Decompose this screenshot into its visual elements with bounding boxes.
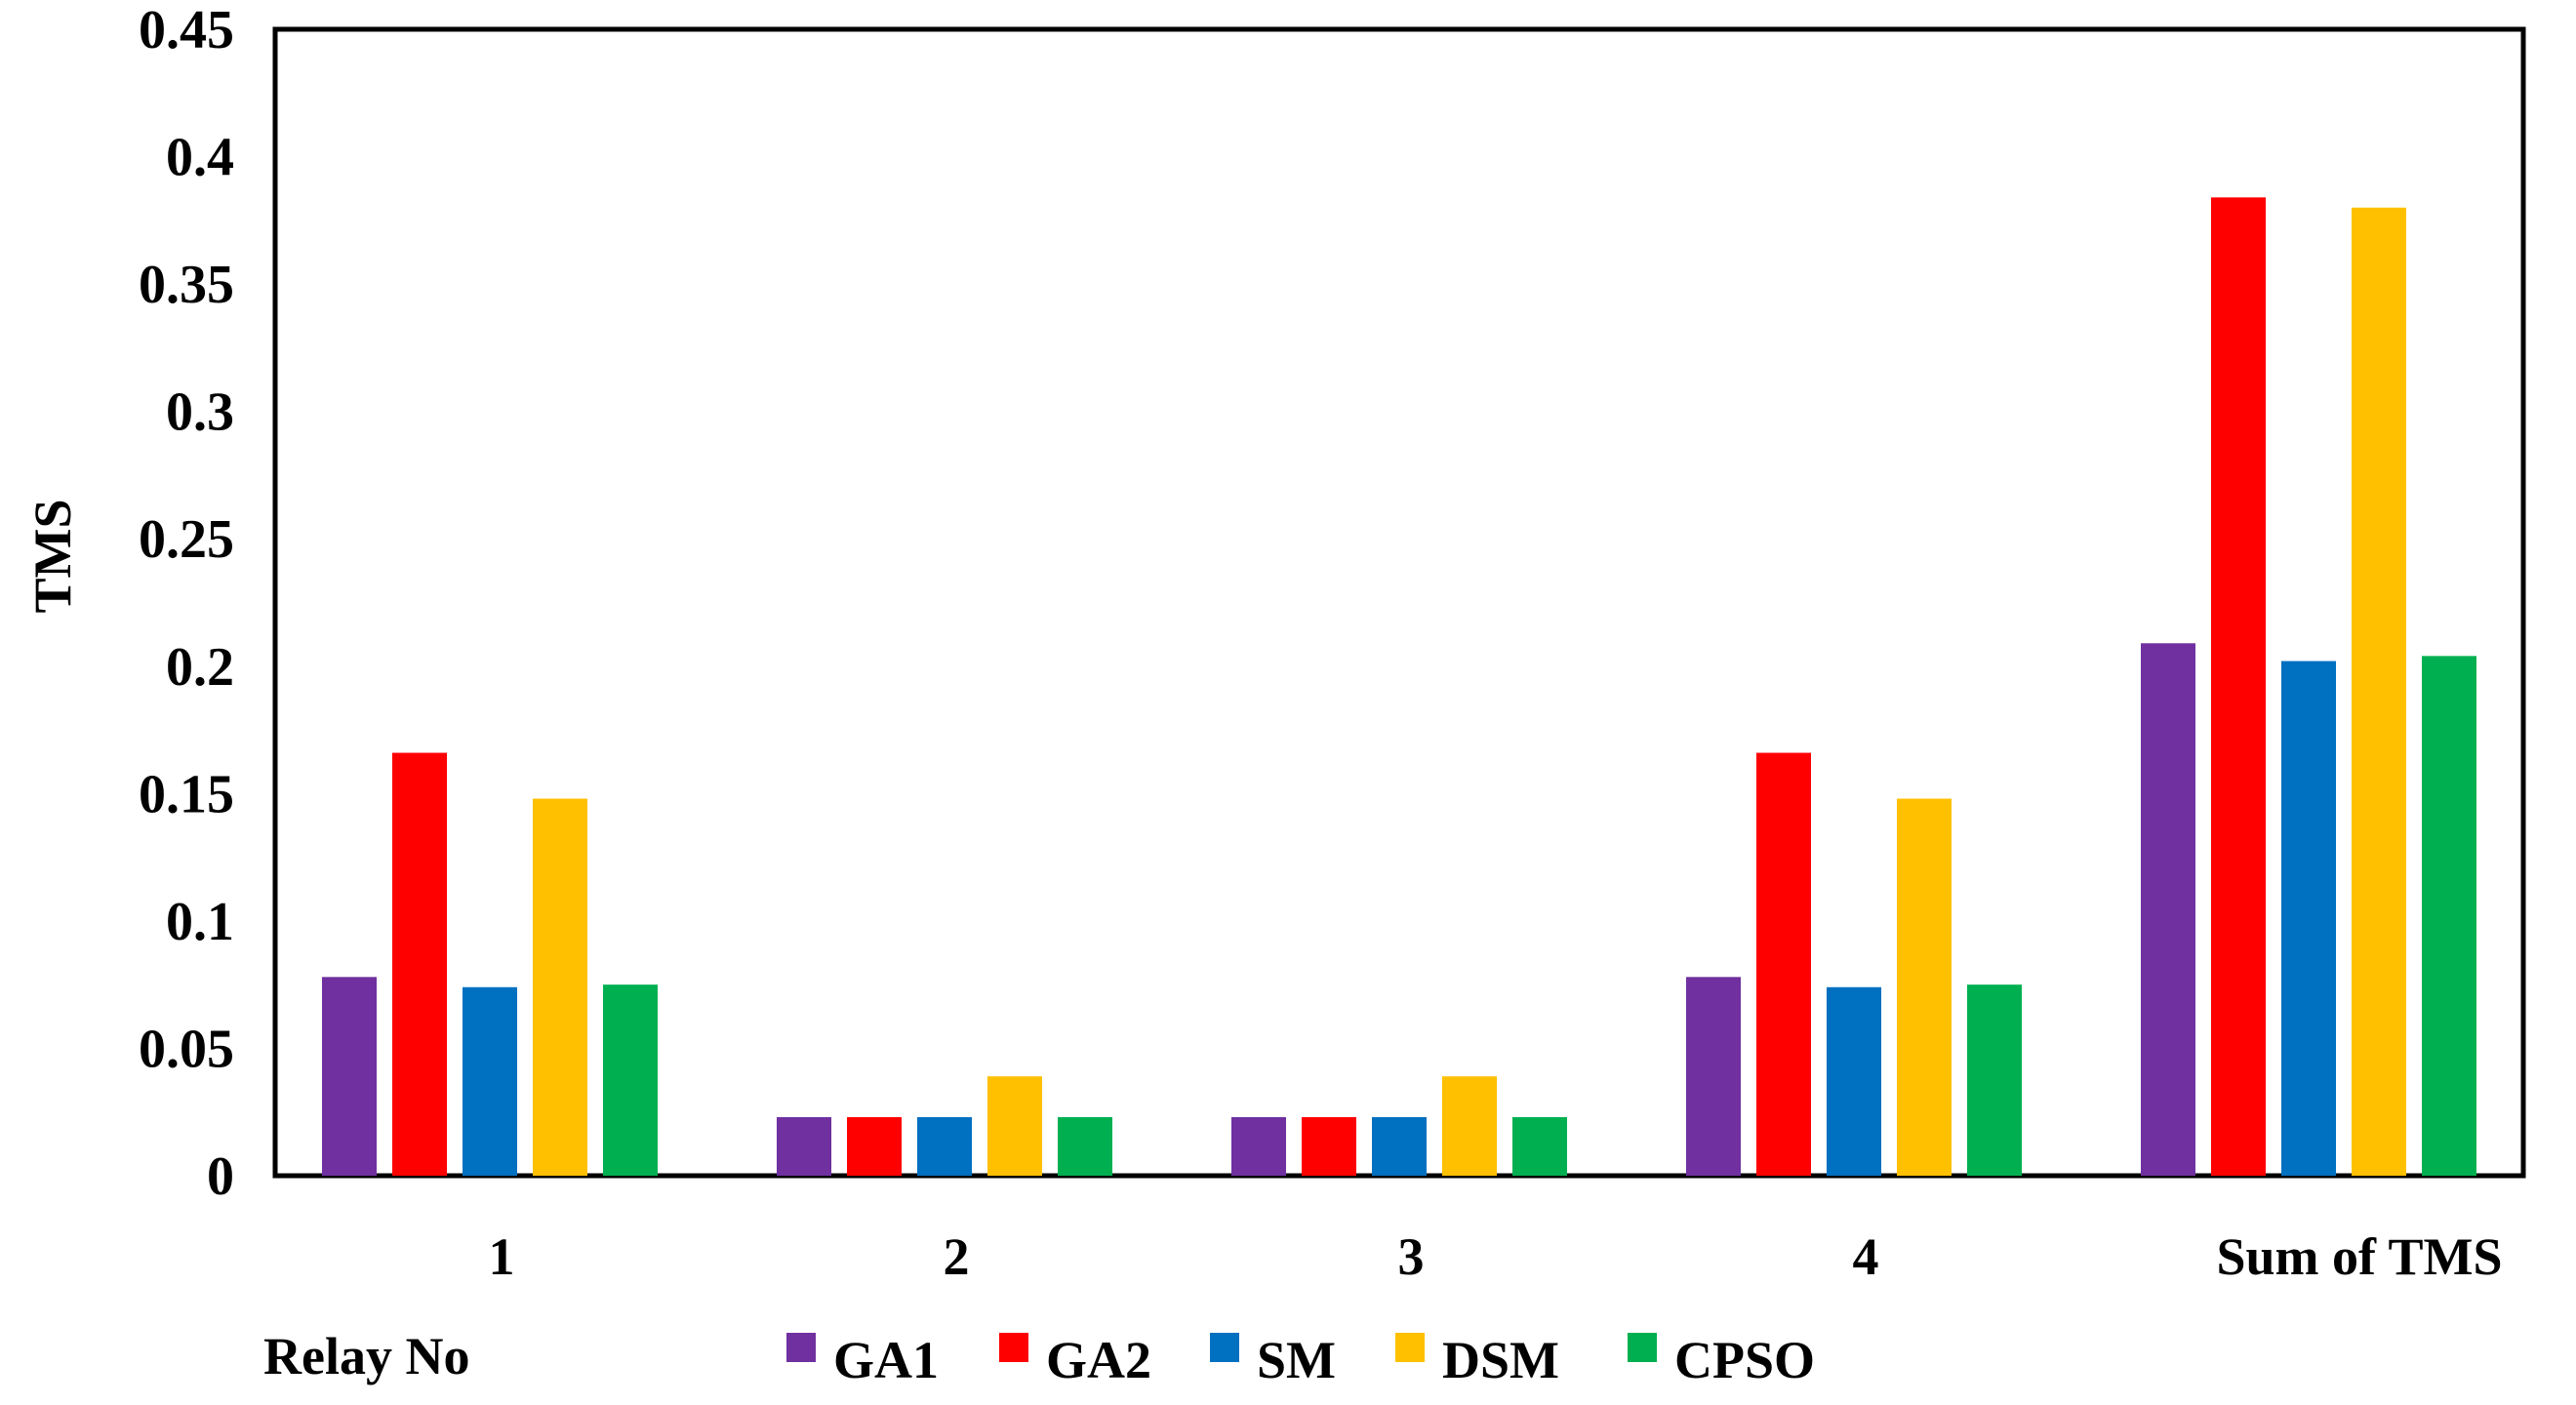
bar-dsm-3 <box>1442 1076 1497 1176</box>
legend-label-ga2: GA2 <box>1046 1331 1151 1389</box>
y-axis-label: TMS <box>23 499 82 613</box>
bar-dsm-1 <box>533 798 587 1176</box>
y-tick-label: 0.4 <box>166 128 234 188</box>
bar-cpso-5 <box>2422 656 2476 1176</box>
bar-ga1-4 <box>1686 977 1741 1176</box>
x-tick-label: Sum of TMS <box>2216 1227 2502 1286</box>
legend-label-dsm: DSM <box>1442 1331 1559 1389</box>
legend-label-cpso: CPSO <box>1674 1331 1815 1389</box>
bar-ga1-5 <box>2141 643 2195 1176</box>
bar-ga2-4 <box>1756 752 1811 1176</box>
bar-sm-3 <box>1372 1116 1427 1176</box>
bar-ga1-2 <box>777 1116 831 1176</box>
x-axis-label: Relay No <box>263 1327 469 1385</box>
bar-dsm-5 <box>2352 207 2406 1176</box>
bar-cpso-2 <box>1058 1116 1112 1176</box>
legend-swatch-ga1 <box>786 1333 816 1362</box>
bar-dsm-2 <box>987 1076 1042 1176</box>
bar-cpso-4 <box>1967 984 2022 1176</box>
legend-swatch-dsm <box>1395 1333 1425 1362</box>
x-tick-label: 1 <box>489 1227 515 1286</box>
y-tick-label: 0.3 <box>166 382 234 443</box>
y-tick-label: 0.35 <box>139 255 234 315</box>
y-tick-label: 0.25 <box>139 509 234 570</box>
legend-swatch-ga2 <box>999 1333 1028 1362</box>
y-tick-label: 0 <box>207 1146 234 1207</box>
bars <box>322 197 2476 1177</box>
bar-ga1-3 <box>1231 1116 1286 1176</box>
bar-cpso-3 <box>1512 1116 1567 1176</box>
x-tick-label: 2 <box>944 1227 970 1286</box>
bar-ga2-5 <box>2211 197 2266 1177</box>
x-tick-label: 3 <box>1398 1227 1425 1286</box>
bar-sm-1 <box>463 986 517 1176</box>
legend: GA1 GA2 SM DSM CPSO <box>786 1331 1815 1389</box>
y-tick-label: 0.45 <box>139 0 234 60</box>
y-tick-label: 0.05 <box>139 1019 234 1079</box>
bar-ga2-1 <box>392 752 447 1176</box>
legend-swatch-sm <box>1210 1333 1239 1362</box>
bar-sm-4 <box>1827 986 1881 1176</box>
y-tick-label: 0.1 <box>166 892 234 952</box>
legend-label-ga1: GA1 <box>833 1331 939 1389</box>
legend-swatch-cpso <box>1628 1333 1657 1362</box>
bar-sm-5 <box>2281 661 2336 1176</box>
bar-sm-2 <box>917 1116 972 1176</box>
y-axis-ticks: 0 0.05 0.1 0.15 0.2 0.25 0.3 0.35 0.4 0.45 <box>139 0 234 1207</box>
bar-ga2-3 <box>1302 1116 1356 1176</box>
legend-label-sm: SM <box>1257 1331 1336 1389</box>
y-tick-label: 0.2 <box>166 637 234 698</box>
bar-ga1-1 <box>322 977 377 1176</box>
bar-ga2-2 <box>847 1116 902 1176</box>
y-tick-label: 0.15 <box>139 764 234 824</box>
x-axis-ticks: 1 2 3 4 Sum of TMS <box>489 1227 2503 1286</box>
x-tick-label: 4 <box>1853 1227 1879 1286</box>
bar-dsm-4 <box>1897 798 1952 1176</box>
bar-cpso-1 <box>603 984 658 1176</box>
